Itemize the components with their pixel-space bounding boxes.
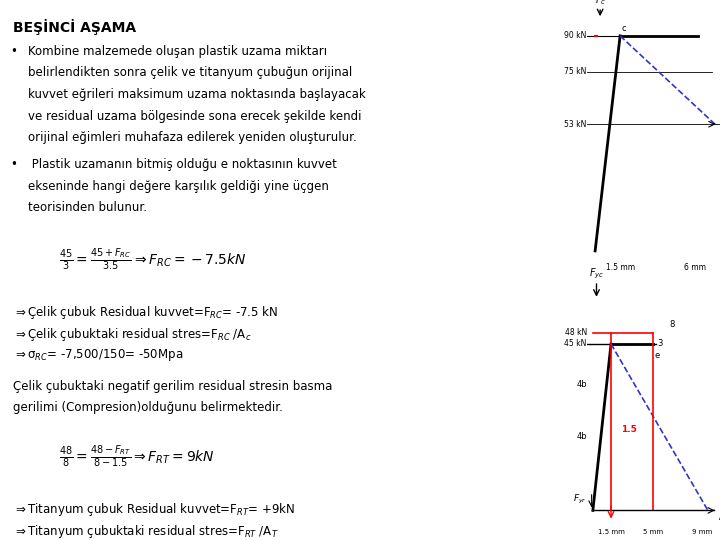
Text: 90 kN: 90 kN xyxy=(564,31,587,40)
Text: $\frac{48}{8} = \frac{48 - F_{RT}}{8 - 1.5} \Rightarrow F_{RT} = 9kN$: $\frac{48}{8} = \frac{48 - F_{RT}}{8 - 1… xyxy=(59,444,215,470)
Text: $\Rightarrow$σ$_{RC}$= -7,500/150= -50Mpa: $\Rightarrow$σ$_{RC}$= -7,500/150= -50Mp… xyxy=(13,347,183,363)
Text: $\Rightarrow$Çelik çubuk Residual kuvvet=F$_{RC}$= -7.5 kN: $\Rightarrow$Çelik çubuk Residual kuvvet… xyxy=(13,304,278,321)
Text: Plastik uzamanın bitmiş olduğu e noktasının kuvvet: Plastik uzamanın bitmiş olduğu e noktası… xyxy=(28,158,337,171)
Text: $\Rightarrow$Titanyum çubuktaki residual stres=F$_{RT}$ /A$_T$: $\Rightarrow$Titanyum çubuktaki residual… xyxy=(13,523,279,539)
Text: $\frac{45}{3} = \frac{45 + F_{RC}}{3.5} \Rightarrow F_{RC} = -7.5kN$: $\frac{45}{3} = \frac{45 + F_{RC}}{3.5} … xyxy=(59,247,246,273)
Text: 45 kN: 45 kN xyxy=(564,340,587,348)
Text: •: • xyxy=(11,158,17,171)
Text: $\Rightarrow$Titanyum çubuk Residual kuvvet=F$_{RT}$= +9kN: $\Rightarrow$Titanyum çubuk Residual kuv… xyxy=(13,501,295,518)
Text: 1.5: 1.5 xyxy=(621,424,637,434)
Text: 4b: 4b xyxy=(576,380,587,389)
Text: c: c xyxy=(622,24,626,33)
Text: ve residual uzama bölgesinde sona erecek şekilde kendi: ve residual uzama bölgesinde sona erecek… xyxy=(28,110,361,123)
Text: 75 kN: 75 kN xyxy=(564,67,587,76)
Text: 1.5 mm: 1.5 mm xyxy=(606,263,634,272)
Text: 3: 3 xyxy=(657,340,662,348)
Text: 6 mm: 6 mm xyxy=(684,263,706,272)
Text: 8: 8 xyxy=(669,320,674,329)
Text: 5 mm: 5 mm xyxy=(644,529,663,535)
Text: teorisinden bulunur.: teorisinden bulunur. xyxy=(28,201,147,214)
Text: belirlendikten sonra çelik ve titanyum çubuğun orijinal: belirlendikten sonra çelik ve titanyum ç… xyxy=(28,66,352,79)
Text: orijinal eğimleri muhafaza edilerek yeniden oluşturulur.: orijinal eğimleri muhafaza edilerek yeni… xyxy=(28,131,357,144)
Text: 9 mm: 9 mm xyxy=(692,529,712,535)
Text: BEŞİNCİ AŞAMA: BEŞİNCİ AŞAMA xyxy=(13,19,136,35)
Text: 1.5 mm: 1.5 mm xyxy=(598,529,624,535)
Text: ekseninde hangi değere karşılık geldiği yine üçgen: ekseninde hangi değere karşılık geldiği … xyxy=(28,180,329,193)
Text: $F_{yc}$: $F_{yc}$ xyxy=(589,267,604,281)
Text: $F_c$: $F_c$ xyxy=(595,0,606,7)
Text: $\Delta_c$: $\Delta_c$ xyxy=(718,511,720,524)
Text: •: • xyxy=(11,45,17,58)
Text: kuvvet eğrileri maksimum uzama noktasında başlayacak: kuvvet eğrileri maksimum uzama noktasınd… xyxy=(28,88,366,101)
Text: e: e xyxy=(654,352,660,360)
Text: 53 kN: 53 kN xyxy=(564,120,587,129)
Text: 4b: 4b xyxy=(576,432,587,441)
Text: Çelik çubuktaki negatif gerilim residual stresin basma: Çelik çubuktaki negatif gerilim residual… xyxy=(13,380,333,393)
Text: $\Rightarrow$Çelik çubuktaki residual stres=F$_{RC}$ /A$_c$: $\Rightarrow$Çelik çubuktaki residual st… xyxy=(13,326,251,342)
Text: 48 kN: 48 kN xyxy=(564,328,587,338)
Text: $F_{yr}$: $F_{yr}$ xyxy=(573,493,587,506)
Text: gerilimi (Compresion)olduğunu belirmektedir.: gerilimi (Compresion)olduğunu belirmekte… xyxy=(13,401,283,414)
Text: Kombine malzemede oluşan plastik uzama miktarı: Kombine malzemede oluşan plastik uzama m… xyxy=(28,45,328,58)
